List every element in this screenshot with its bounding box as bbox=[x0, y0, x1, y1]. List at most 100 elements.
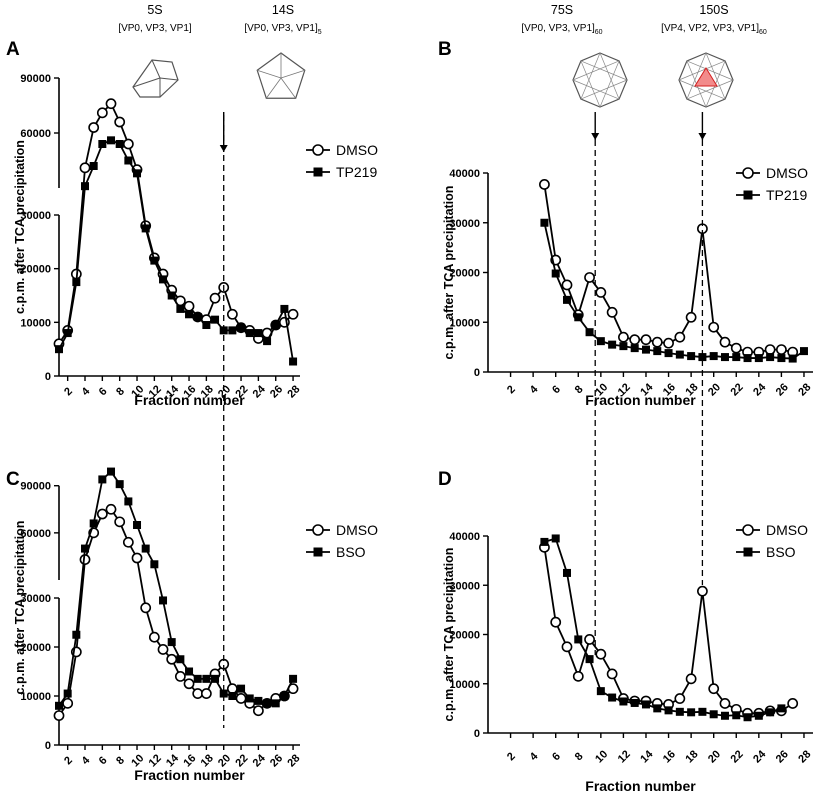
data-point bbox=[777, 354, 786, 363]
capsid-75s-icon-detail bbox=[572, 79, 620, 100]
legend-label: TP219 bbox=[766, 187, 807, 203]
data-point bbox=[640, 334, 652, 346]
data-point bbox=[585, 328, 594, 337]
data-point bbox=[584, 272, 595, 283]
arrow-head bbox=[591, 133, 600, 140]
series-line bbox=[58, 470, 294, 707]
panel-letter: A bbox=[6, 39, 20, 60]
data-point bbox=[540, 537, 549, 546]
data-point bbox=[651, 336, 663, 348]
data-point bbox=[193, 312, 202, 321]
y-tick-label: 0 bbox=[45, 740, 51, 752]
protomer-5s-icon bbox=[132, 59, 179, 98]
data-point bbox=[192, 688, 204, 699]
x-tick-label: 24 bbox=[751, 748, 769, 766]
data-point bbox=[88, 122, 100, 133]
data-point bbox=[176, 655, 185, 664]
annotation-s75-sub: [VP0, VP3, VP1]60 bbox=[521, 23, 602, 36]
data-point bbox=[561, 641, 573, 653]
x-tick-label: 6 bbox=[550, 383, 563, 396]
data-point bbox=[708, 683, 720, 695]
data-point bbox=[539, 179, 550, 190]
data-point bbox=[574, 635, 583, 644]
x-tick-label: 16 bbox=[661, 748, 678, 765]
data-point bbox=[79, 162, 91, 174]
series-dmso bbox=[539, 179, 799, 358]
data-point bbox=[226, 308, 238, 320]
series-bso bbox=[540, 534, 786, 722]
data-point bbox=[107, 467, 116, 476]
y-axis-label: c.p.m. after TCA precipitation bbox=[13, 140, 27, 314]
data-point bbox=[574, 313, 583, 322]
legend-marker bbox=[312, 524, 324, 536]
pentamer-14s-icon-detail bbox=[280, 77, 297, 99]
data-point bbox=[674, 693, 686, 704]
y-tick-label: 40000 bbox=[449, 531, 480, 543]
data-point bbox=[176, 304, 185, 313]
data-point bbox=[788, 354, 797, 363]
capsid-150s-icon-detail bbox=[678, 79, 726, 100]
arrow-head bbox=[698, 133, 707, 140]
legend-label: BSO bbox=[766, 544, 796, 560]
data-point bbox=[72, 278, 81, 287]
x-axis-label: Fraction number bbox=[585, 778, 696, 794]
data-point bbox=[629, 334, 641, 346]
data-point bbox=[732, 711, 741, 720]
series-tp219 bbox=[55, 136, 298, 366]
annotation-s14-subscript: 5 bbox=[318, 29, 322, 36]
legend: DMSO TP219 bbox=[306, 142, 378, 180]
data-point bbox=[245, 329, 254, 338]
data-point bbox=[674, 331, 686, 343]
series-line bbox=[543, 184, 793, 354]
data-point bbox=[562, 295, 571, 304]
x-tick-label: 26 bbox=[268, 752, 285, 769]
data-point bbox=[608, 693, 617, 702]
data-point bbox=[209, 292, 221, 304]
data-point bbox=[641, 345, 650, 354]
data-point bbox=[55, 345, 63, 354]
data-point bbox=[245, 694, 254, 703]
y-tick-label: 60000 bbox=[20, 528, 51, 540]
data-point bbox=[211, 315, 220, 324]
data-point bbox=[596, 337, 605, 346]
y-tick-label: 10000 bbox=[449, 679, 480, 691]
panel-letter: C bbox=[6, 469, 20, 490]
legend-marker bbox=[313, 167, 323, 177]
annotation-s14-sub: [VP0, VP3, VP1]5 bbox=[244, 23, 321, 36]
x-tick-label: 6 bbox=[97, 754, 110, 767]
data-point bbox=[183, 300, 195, 312]
x-axis-label: Fraction number bbox=[585, 392, 696, 408]
x-tick-label: 20 bbox=[706, 381, 723, 398]
data-point bbox=[562, 568, 571, 577]
data-point bbox=[596, 687, 605, 696]
y-tick-label: 0 bbox=[474, 728, 480, 740]
annotation-s150-sub: [VP4, VP2, VP3, VP1]60 bbox=[661, 23, 767, 36]
data-point bbox=[720, 353, 729, 362]
data-point bbox=[122, 536, 134, 548]
data-point bbox=[619, 342, 628, 351]
legend-label: DMSO bbox=[336, 142, 378, 158]
pentamer-14s-icon-detail bbox=[265, 77, 282, 99]
data-point bbox=[719, 698, 731, 709]
data-point bbox=[107, 136, 116, 145]
x-tick-label: 4 bbox=[528, 750, 541, 763]
data-point bbox=[754, 354, 763, 363]
x-tick-label: 4 bbox=[79, 385, 92, 398]
data-point bbox=[776, 344, 787, 356]
data-point bbox=[89, 162, 98, 170]
data-point bbox=[289, 357, 298, 366]
data-point bbox=[551, 269, 560, 278]
series-tp219 bbox=[540, 218, 808, 363]
data-point bbox=[675, 707, 684, 716]
capsid-75s-icon-detail bbox=[599, 60, 620, 108]
x-tick-label: 20 bbox=[706, 748, 723, 765]
data-point bbox=[606, 306, 618, 318]
data-point bbox=[653, 347, 662, 356]
x-axis-label: Fraction number bbox=[134, 392, 245, 408]
data-point bbox=[743, 354, 752, 363]
data-point bbox=[263, 699, 272, 708]
capsid-150s-icon-detail bbox=[686, 60, 734, 81]
y-tick-label: 0 bbox=[474, 367, 480, 379]
data-point bbox=[150, 256, 159, 265]
y-tick-label: 60000 bbox=[20, 128, 51, 140]
